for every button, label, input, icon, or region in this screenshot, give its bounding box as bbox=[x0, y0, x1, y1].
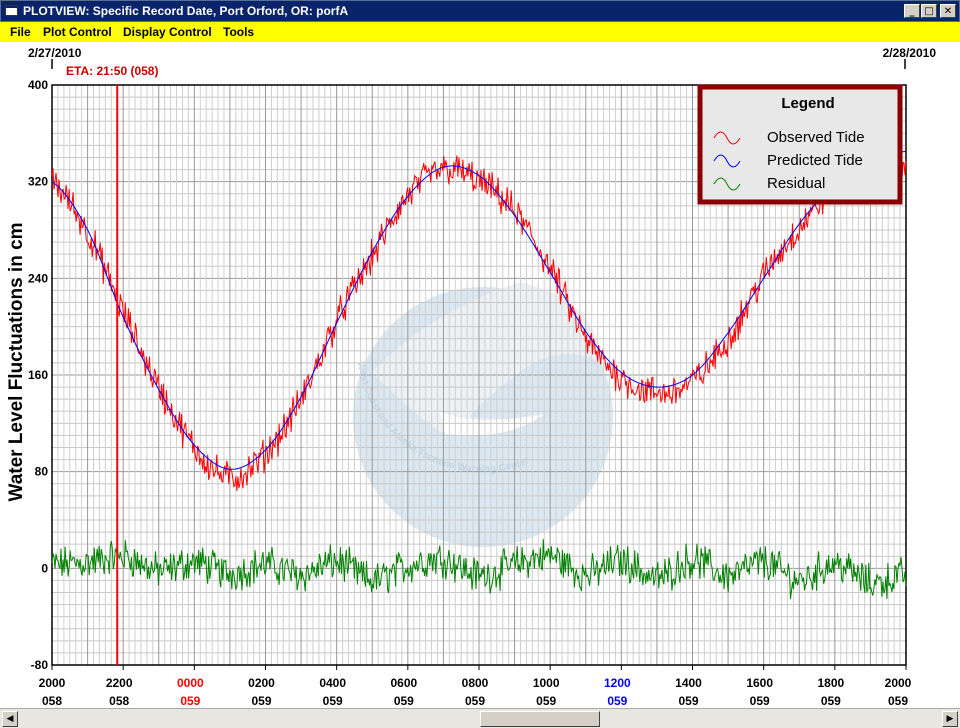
x-tick-day-label: 059 bbox=[607, 694, 627, 708]
menu-plot-control[interactable]: Plot Control bbox=[43, 25, 112, 39]
x-tick-time-label: 2000 bbox=[885, 676, 912, 690]
x-tick-time-label: 1000 bbox=[533, 676, 560, 690]
y-tick-label: 0 bbox=[41, 561, 48, 575]
legend-predicted-label: Predicted Tide bbox=[767, 152, 863, 169]
y-tick-label: 160 bbox=[28, 368, 48, 382]
legend-title: Legend bbox=[781, 95, 834, 112]
x-tick-day-label: 059 bbox=[465, 694, 485, 708]
legend-residual-label: Residual bbox=[767, 175, 825, 192]
end-date-label: 2/28/2010 bbox=[883, 46, 937, 60]
predicted-tide-series-line bbox=[51, 151, 906, 470]
app-window-icon bbox=[5, 5, 18, 16]
legend-residual-swatch bbox=[713, 177, 741, 191]
x-tick-time-label: 1600 bbox=[746, 676, 773, 690]
title-bar: PLOTVIEW: Specific Record Date, Port Orf… bbox=[0, 0, 960, 22]
horizontal-scrollbar[interactable]: ◀ ▶ bbox=[0, 708, 960, 728]
x-tick-day-label: 059 bbox=[251, 694, 271, 708]
legend-observed-swatch bbox=[713, 131, 741, 145]
x-tick-time-label: 0000 bbox=[177, 676, 204, 690]
scroll-left-arrow-icon[interactable]: ◀ bbox=[2, 711, 18, 727]
x-tick-time-label: 0600 bbox=[390, 676, 417, 690]
x-tick-day-label: 059 bbox=[821, 694, 841, 708]
menu-display-control[interactable]: Display Control bbox=[123, 25, 212, 39]
legend: Legend Observed Tide Predicted Tide Resi… bbox=[697, 84, 903, 205]
menu-tools[interactable]: Tools bbox=[223, 25, 255, 39]
close-button[interactable]: ✕ bbox=[940, 4, 956, 18]
tide-chart: 2/27/2010 2/28/2010 ETA: 21:50 (058) Wat… bbox=[6, 46, 937, 708]
residual-series-line bbox=[51, 539, 907, 600]
minimize-button[interactable]: _ bbox=[904, 4, 920, 18]
legend-predicted-swatch bbox=[713, 154, 741, 168]
menu-file[interactable]: File bbox=[10, 25, 31, 39]
x-tick-time-label: 0400 bbox=[319, 676, 346, 690]
x-tick-time-label: 1400 bbox=[675, 676, 702, 690]
x-tick-day-label: 059 bbox=[323, 694, 343, 708]
y-tick-label: -80 bbox=[31, 658, 49, 672]
y-tick-label: 400 bbox=[28, 78, 48, 92]
x-tick-time-label: 2200 bbox=[106, 676, 133, 690]
start-date-label: 2/27/2010 bbox=[28, 46, 82, 60]
plot-window: 2/27/2010 2/28/2010 ETA: 21:50 (058) Wat… bbox=[0, 42, 960, 708]
legend-box bbox=[697, 84, 903, 205]
y-axis-label: Water Level Fluctuations in cm bbox=[6, 222, 27, 501]
y-tick-label: 80 bbox=[35, 465, 49, 479]
eta-label: ETA: 21:50 (058) bbox=[66, 64, 158, 78]
x-tick-day-label: 058 bbox=[42, 694, 62, 708]
scrollbar-thumb[interactable] bbox=[480, 711, 600, 727]
x-tick-day-label: 059 bbox=[394, 694, 414, 708]
x-tick-day-label: 059 bbox=[750, 694, 770, 708]
menu-bar: File Plot Control Display Control Tools bbox=[0, 22, 960, 42]
x-tick-time-label: 0800 bbox=[462, 676, 489, 690]
x-tick-day-label: 059 bbox=[678, 694, 698, 708]
x-tick-time-label: 2000 bbox=[39, 676, 66, 690]
maximize-button[interactable]: □ bbox=[921, 4, 937, 18]
x-tick-time-label: 0200 bbox=[248, 676, 275, 690]
x-tick-day-label: 059 bbox=[180, 694, 200, 708]
legend-observed-label: Observed Tide bbox=[767, 129, 865, 146]
x-tick-day-label: 059 bbox=[536, 694, 556, 708]
x-tick-day-label: 059 bbox=[888, 694, 908, 708]
x-tick-time-label: 1200 bbox=[604, 676, 631, 690]
window-title: PLOTVIEW: Specific Record Date, Port Orf… bbox=[23, 4, 349, 18]
y-tick-label: 320 bbox=[28, 175, 48, 189]
scroll-right-arrow-icon[interactable]: ▶ bbox=[942, 711, 958, 727]
x-tick-time-label: 1800 bbox=[817, 676, 844, 690]
observed-tide-series-line bbox=[51, 149, 907, 491]
x-tick-day-label: 058 bbox=[109, 694, 129, 708]
y-tick-label: 240 bbox=[28, 271, 48, 285]
